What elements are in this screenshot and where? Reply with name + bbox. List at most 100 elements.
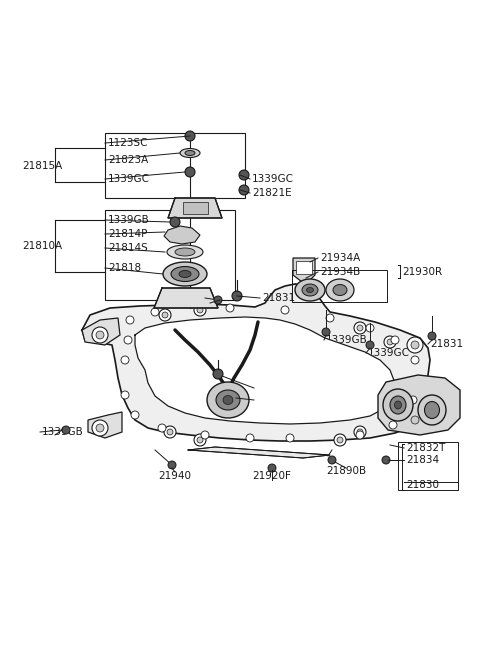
Text: 21832T: 21832T [406, 443, 445, 453]
Circle shape [409, 396, 417, 404]
Circle shape [407, 337, 423, 353]
Circle shape [357, 325, 363, 331]
Text: 1123SD: 1123SD [256, 383, 297, 393]
Text: 21930R: 21930R [402, 267, 442, 277]
Text: 21934B: 21934B [320, 267, 360, 277]
Circle shape [239, 170, 249, 180]
Circle shape [337, 437, 343, 443]
Circle shape [131, 411, 139, 419]
Ellipse shape [216, 390, 240, 410]
Circle shape [366, 324, 374, 332]
Ellipse shape [179, 271, 191, 278]
Text: 21831: 21831 [430, 339, 463, 349]
Circle shape [168, 461, 176, 469]
Circle shape [232, 291, 242, 301]
Bar [105, 133, 245, 198]
Polygon shape [378, 375, 460, 435]
Circle shape [194, 434, 206, 446]
Text: 21818: 21818 [108, 263, 141, 273]
Polygon shape [296, 261, 312, 274]
Circle shape [62, 426, 70, 434]
Circle shape [387, 339, 393, 345]
Text: 21815A: 21815A [22, 161, 62, 171]
Ellipse shape [207, 382, 249, 418]
Circle shape [382, 456, 390, 464]
Circle shape [281, 306, 289, 314]
Circle shape [214, 296, 222, 304]
Circle shape [428, 332, 436, 340]
Text: 21821E: 21821E [252, 188, 292, 198]
Circle shape [158, 424, 166, 432]
Circle shape [164, 426, 176, 438]
Polygon shape [82, 284, 430, 441]
Circle shape [322, 328, 330, 336]
Ellipse shape [326, 279, 354, 301]
Circle shape [197, 437, 203, 443]
Circle shape [201, 431, 209, 439]
Circle shape [366, 341, 374, 349]
Text: 21834: 21834 [406, 455, 439, 465]
Circle shape [328, 456, 336, 464]
Ellipse shape [395, 401, 401, 409]
Circle shape [197, 307, 203, 313]
Text: 21814P: 21814P [108, 229, 147, 239]
Circle shape [159, 309, 171, 321]
Text: 21810A: 21810A [22, 241, 62, 251]
Ellipse shape [185, 151, 195, 155]
Circle shape [356, 431, 364, 439]
Circle shape [411, 341, 419, 349]
Circle shape [126, 316, 134, 324]
Text: 21830: 21830 [406, 480, 439, 490]
Circle shape [194, 304, 206, 316]
Circle shape [286, 434, 294, 442]
Ellipse shape [418, 395, 446, 425]
Circle shape [411, 356, 419, 364]
Ellipse shape [302, 284, 318, 296]
Circle shape [239, 185, 249, 195]
Circle shape [96, 331, 104, 339]
Circle shape [326, 314, 334, 322]
Ellipse shape [424, 402, 440, 419]
Polygon shape [164, 226, 200, 244]
Circle shape [167, 429, 173, 435]
Ellipse shape [307, 288, 313, 293]
Polygon shape [293, 258, 315, 282]
Circle shape [121, 391, 129, 399]
Polygon shape [135, 317, 395, 424]
Circle shape [391, 336, 399, 344]
Text: 1123SC: 1123SC [108, 138, 148, 148]
Circle shape [185, 131, 195, 141]
Text: 21940: 21940 [175, 298, 208, 308]
Circle shape [185, 167, 195, 177]
Text: 1339GC: 1339GC [252, 174, 294, 184]
Text: 1339GB: 1339GB [42, 427, 84, 437]
Circle shape [121, 356, 129, 364]
Polygon shape [188, 447, 330, 458]
Ellipse shape [163, 262, 207, 286]
Text: 1339GC: 1339GC [108, 174, 150, 184]
Ellipse shape [295, 279, 325, 301]
Circle shape [354, 322, 366, 334]
Circle shape [124, 336, 132, 344]
Polygon shape [88, 412, 122, 438]
Circle shape [96, 424, 104, 432]
Circle shape [354, 426, 366, 438]
Ellipse shape [171, 267, 199, 282]
Polygon shape [82, 318, 120, 345]
Circle shape [92, 420, 108, 436]
Ellipse shape [223, 396, 233, 405]
Circle shape [92, 327, 108, 343]
Circle shape [151, 308, 159, 316]
Text: 21814S: 21814S [108, 243, 148, 253]
Circle shape [411, 416, 419, 424]
Circle shape [334, 434, 346, 446]
Bar [292, 270, 387, 302]
Text: 21890B: 21890B [326, 466, 366, 476]
Text: 1339GB: 1339GB [326, 335, 368, 345]
Ellipse shape [333, 284, 347, 295]
Circle shape [213, 369, 223, 379]
Bar [105, 210, 235, 300]
Text: 21940: 21940 [158, 471, 192, 481]
Bar [398, 442, 458, 490]
Polygon shape [154, 288, 218, 308]
